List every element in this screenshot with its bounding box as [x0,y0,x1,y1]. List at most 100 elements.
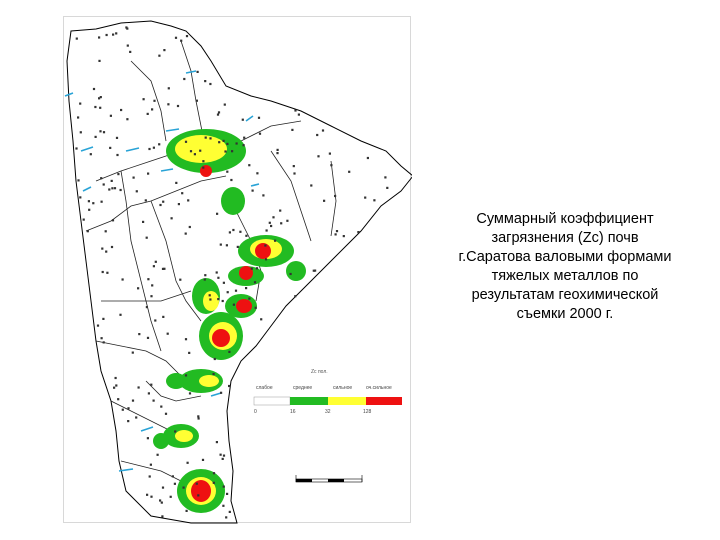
sample-point-marker [348,170,351,173]
sample-point-marker [384,176,387,179]
sample-point-marker [145,306,148,309]
sample-point-marker [204,274,207,277]
sample-point-marker [225,244,228,247]
sample-point-marker [342,235,345,238]
sample-point-marker [94,135,97,138]
sample-point-marker [145,236,148,239]
sample-point-marker [126,27,129,30]
sample-point-marker [102,131,106,134]
sample-point-marker [77,179,80,182]
sample-point-marker [179,278,182,281]
sample-point-marker [131,399,135,402]
sample-point-marker [146,493,149,496]
sample-point-marker [108,188,111,191]
caption-line: г.Саратова валовыми формами [458,249,672,265]
sample-point-marker [177,203,180,206]
sample-point-marker [169,495,172,498]
sample-point-marker [89,153,92,156]
sample-point-marker [314,269,317,272]
sample-point-marker [264,244,267,247]
sample-point-marker [202,160,205,163]
sample-point-marker [228,510,231,513]
sample-point-marker [150,495,153,498]
legend-swatch-strong [328,397,366,405]
sample-point-marker [197,415,200,418]
sample-point-marker [226,170,229,173]
sample-point-marker [217,111,221,114]
sample-point-marker [111,219,115,222]
sample-point-marker [236,245,239,248]
legend-title: Zc пол. [311,369,328,375]
sample-point-marker [87,200,90,203]
sample-point-marker [79,196,82,199]
sample-point-marker [215,271,218,274]
sample-point-marker [232,228,235,232]
sample-point-marker [98,36,101,39]
sample-point-marker [162,315,165,318]
sample-point-marker [234,289,238,292]
sample-point-marker [135,416,138,419]
sample-point-marker [181,192,184,195]
sample-point-marker [272,216,275,219]
legend-category-3: сильное [333,385,352,391]
sample-point-marker [121,278,124,281]
sample-point-marker [195,482,198,485]
sample-point-marker [99,96,102,99]
sample-point-marker [112,33,115,36]
sample-point-marker [209,82,212,86]
sample-point-marker [148,475,151,478]
sample-point-marker [176,104,180,108]
sample-point-marker [209,137,212,140]
sample-point-marker [241,118,244,121]
sample-point-marker [154,319,157,322]
sample-point-marker [147,172,150,175]
sample-point-marker [184,232,187,235]
sample-point-marker [226,291,229,294]
sample-point-marker [120,108,123,112]
sample-point-marker [163,49,166,52]
sample-point-marker [328,152,331,155]
sample-point-marker [86,230,89,233]
sample-point-marker [167,87,170,90]
sample-point-marker [126,118,129,121]
sample-point-marker [158,143,161,146]
sample-point-marker [167,103,170,106]
sample-point-marker [119,188,122,192]
sample-point-marker [310,184,313,187]
sample-point-marker [186,461,189,464]
sample-point-marker [196,70,199,73]
sample-point-marker [132,176,135,179]
legend-category-1: слабое [256,385,273,391]
sample-point-marker [317,155,320,158]
sample-point-marker [161,267,165,270]
zone-very-strong [191,165,271,502]
sample-point-marker [232,303,235,306]
sample-point-marker [182,486,185,489]
sample-point-marker [219,243,222,246]
sample-point-marker [231,150,234,153]
sample-point-marker [334,194,337,198]
sample-point-marker [297,113,300,116]
sample-point-marker [243,136,246,139]
sample-point-marker [154,260,157,263]
sample-point-marker [111,187,114,190]
sample-point-marker [199,149,202,152]
sample-point-marker [193,153,196,156]
sample-point-marker [170,217,173,220]
sample-point-marker [127,407,130,410]
sample-point-marker [230,178,233,182]
sample-point-marker [187,199,190,202]
sample-point-marker [274,239,277,242]
legend-threshold-1: 16 [290,409,296,415]
sample-point-marker [100,337,103,340]
sample-point-marker [150,295,153,298]
scale-bar [295,475,363,483]
sample-point-marker [255,267,259,270]
sample-point-marker [222,281,225,284]
sample-point-marker [151,108,154,111]
sample-point-marker [222,454,226,457]
sample-point-marker [160,405,163,408]
city-boundary [66,20,412,524]
sample-point-marker [212,481,215,484]
caption-line: Суммарный коэффициент [476,211,654,227]
